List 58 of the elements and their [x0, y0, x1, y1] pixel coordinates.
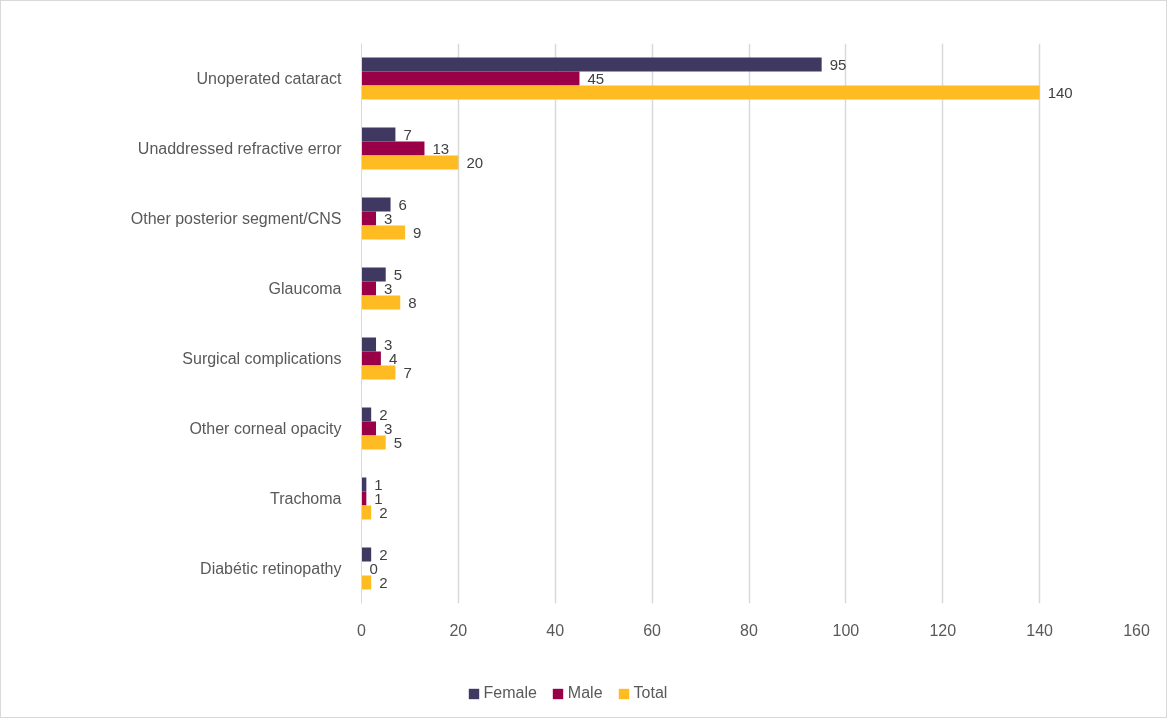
bar — [361, 547, 372, 562]
bar — [361, 127, 396, 142]
bar — [361, 365, 396, 380]
bar — [361, 71, 580, 86]
bar — [361, 435, 386, 450]
x-tick-label: 60 — [643, 621, 662, 639]
y-tick-label: Unaddressed refractive error — [137, 140, 343, 157]
y-tick-label: Trachoma — [270, 490, 342, 507]
data-label: 140 — [1047, 83, 1073, 101]
bar — [361, 407, 372, 422]
legend-label: Total — [633, 684, 668, 702]
bar — [361, 85, 1040, 100]
x-tick-label: 140 — [1026, 621, 1054, 639]
data-label: 95 — [829, 55, 847, 73]
bar — [361, 505, 372, 520]
x-tick-label: 120 — [929, 621, 957, 639]
data-label: 5 — [393, 265, 403, 283]
data-label: 3 — [384, 209, 393, 227]
bar — [361, 295, 401, 310]
data-label: 20 — [466, 153, 484, 171]
bar — [361, 267, 386, 282]
x-tick-label: 100 — [832, 621, 860, 639]
bar — [361, 141, 425, 156]
y-tick-label: Other posterior segment/CNS — [130, 210, 342, 227]
data-label: 8 — [408, 293, 417, 311]
y-tick-label: Unoperated cataract — [196, 70, 343, 87]
x-tick-label: 20 — [449, 621, 468, 639]
bar — [361, 421, 377, 436]
bar — [361, 575, 372, 590]
bar — [361, 225, 406, 240]
legend-label: Female — [483, 684, 537, 702]
data-label: 2 — [379, 573, 388, 591]
bar — [361, 281, 377, 296]
y-tick-label: Glaucoma — [268, 280, 342, 297]
x-tick-label: 160 — [1123, 621, 1150, 639]
data-label: 13 — [432, 139, 450, 157]
data-label: 5 — [393, 433, 403, 451]
bar — [361, 197, 391, 212]
bar — [361, 337, 377, 352]
data-label: 3 — [384, 279, 393, 297]
bar — [361, 57, 822, 72]
data-label: 6 — [398, 195, 407, 213]
data-label: 9 — [413, 223, 422, 241]
data-label: 7 — [403, 363, 412, 381]
y-tick-label: Surgical complications — [182, 350, 342, 367]
data-label: 2 — [379, 545, 388, 563]
y-tick-label: Diabétic retinopathy — [200, 560, 342, 577]
data-label: 0 — [369, 559, 378, 577]
data-label: 7 — [403, 125, 412, 143]
legend-label: Male — [567, 684, 603, 702]
bar — [361, 155, 459, 170]
x-tick-label: 0 — [357, 621, 367, 639]
x-tick-label: 80 — [740, 621, 758, 639]
data-label: 45 — [587, 69, 605, 87]
y-tick-label: Other corneal opacity — [189, 420, 342, 437]
bar — [361, 351, 381, 366]
bar — [361, 211, 377, 226]
x-tick-label: 40 — [546, 621, 565, 639]
